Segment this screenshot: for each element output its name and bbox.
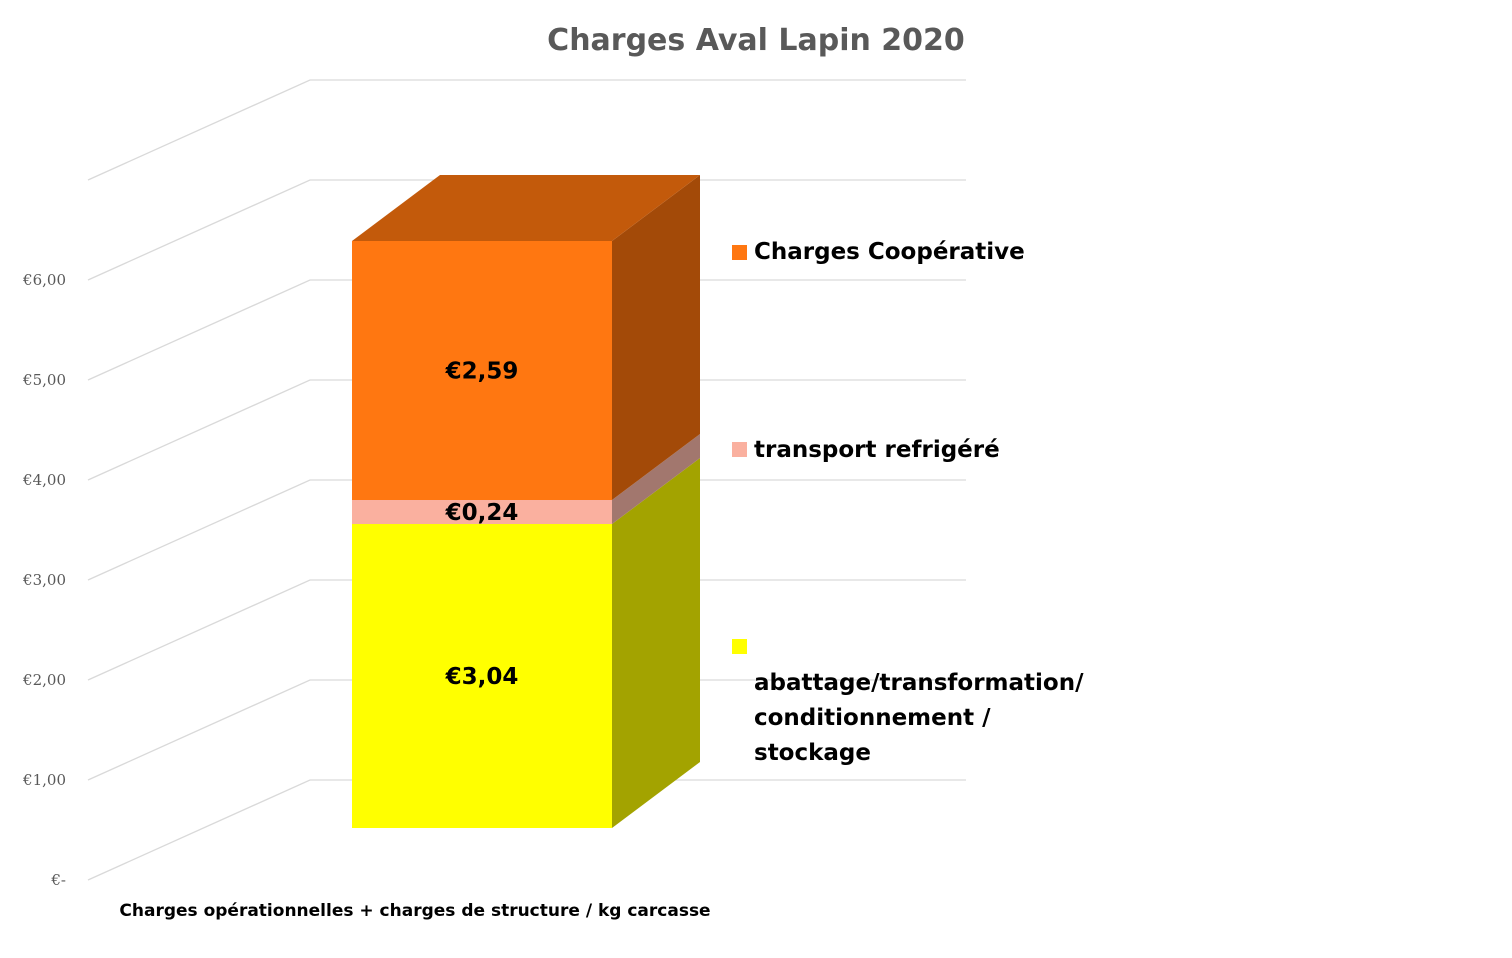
y-tick-label: €-: [50, 871, 66, 889]
stacked-bar: [352, 175, 700, 828]
legend-label: stockage: [754, 740, 871, 766]
bar-segment: [352, 500, 612, 524]
legend-swatch: [732, 442, 747, 457]
gridlines: [87, 79, 966, 881]
data-label: €2,59: [445, 359, 519, 385]
y-tick-label: €2,00: [22, 671, 66, 689]
legend-label: Charges Coopérative: [754, 239, 1025, 265]
bar-side: [612, 434, 700, 524]
y-axis-ticks: €- €1,00 €2,00 €3,00 €4,00 €5,00 €6,00: [22, 271, 66, 889]
bar-side: [612, 175, 700, 500]
gridline: [87, 379, 966, 481]
gridline: [87, 179, 966, 281]
y-tick-label: €5,00: [22, 371, 66, 389]
gridline: [87, 479, 966, 581]
data-labels: €3,04 €0,24 €2,59: [445, 359, 519, 691]
bar-top: [352, 175, 700, 241]
y-tick-label: €3,00: [22, 571, 66, 589]
gridline: [87, 79, 966, 181]
x-category-label: Charges opérationnelles + charges de str…: [119, 901, 710, 921]
bar-segment: [352, 524, 612, 828]
chart-title: Charges Aval Lapin 2020: [547, 23, 965, 58]
data-label: €3,04: [445, 664, 519, 690]
legend-swatch: [732, 639, 747, 654]
y-tick-label: €4,00: [22, 471, 66, 489]
gridline: [87, 279, 966, 381]
gridline: [87, 779, 966, 881]
gridline: [87, 579, 966, 681]
data-label: €0,24: [445, 500, 519, 526]
legend: Charges Coopérative transport refrigéré ab…: [732, 239, 1084, 766]
bar-segment: [352, 241, 612, 500]
y-tick-label: €1,00: [22, 771, 66, 789]
legend-item: abattage/transformation/conditionnement …: [732, 639, 1084, 766]
legend-item: transport refrigéré: [732, 437, 1000, 463]
legend-label: abattage/transformation/: [754, 670, 1084, 696]
legend-item: Charges Coopérative: [732, 239, 1025, 265]
legend-label: conditionnement /: [754, 705, 991, 731]
bar-side: [612, 458, 700, 828]
legend-swatch: [732, 245, 747, 260]
y-tick-label: €6,00: [22, 271, 66, 289]
gridline: [87, 679, 966, 781]
legend-label: transport refrigéré: [754, 437, 1000, 463]
